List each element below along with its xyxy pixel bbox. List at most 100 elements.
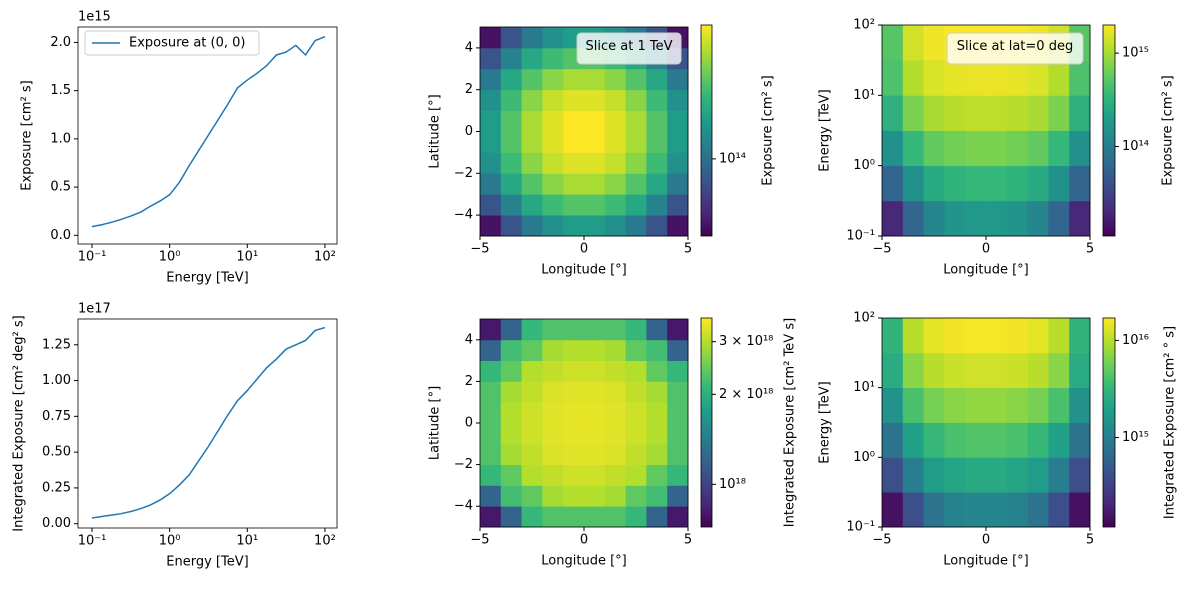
heatmap-cell: [923, 130, 945, 167]
x-tick-label: 5: [684, 242, 692, 257]
y-tick-label: 0.5: [50, 180, 71, 195]
heatmap-cell: [667, 464, 689, 486]
heatmap-cell: [563, 506, 585, 528]
heatmap-cell: [1006, 200, 1028, 237]
series-line: [91, 35, 326, 228]
heatmap-cell: [542, 506, 564, 528]
y-tick-label: 0.25: [42, 480, 71, 495]
heatmap-cell: [625, 402, 647, 424]
heatmap-cell: [521, 173, 543, 195]
heatmap-cell: [923, 422, 945, 458]
colorbar-tick-label: 10¹⁴: [1122, 139, 1149, 154]
heatmap-cell: [584, 215, 606, 237]
heatmap-cell: [500, 381, 522, 403]
heatmap-cell: [584, 339, 606, 361]
heatmap-cell: [1069, 422, 1091, 458]
y-axis-label: Latitude [°]: [428, 94, 443, 168]
heatmap-cell: [1006, 60, 1028, 96]
heatmap-cell: [923, 457, 945, 493]
heatmap-cell: [923, 387, 945, 423]
y-tick-label: 4: [465, 332, 473, 347]
heatmap-cell: [542, 152, 564, 174]
heatmap-cell: [1048, 130, 1070, 167]
heatmap-cell: [542, 47, 564, 70]
x-tick-label: 10⁻¹: [78, 250, 107, 265]
heatmap-cell: [480, 47, 502, 70]
heatmap-cell: [625, 110, 647, 132]
heatmap-cell: [625, 339, 647, 361]
heatmap-cell: [1006, 492, 1028, 528]
heatmap-cell: [480, 402, 502, 424]
heatmap-cell: [500, 152, 522, 174]
heatmap-cell: [986, 457, 1008, 493]
x-tick-label: −5: [872, 533, 891, 548]
heatmap-cell: [965, 457, 987, 493]
x-tick-label: −5: [872, 242, 891, 257]
heatmap-cell: [882, 457, 904, 493]
heatmap-cell: [902, 422, 924, 458]
heatmap-cell: [480, 68, 502, 91]
y-tick-label: 0: [465, 416, 473, 431]
heatmap-cell: [480, 319, 502, 341]
heatmap-cell: [1006, 95, 1028, 131]
heatmap-cell: [944, 387, 966, 423]
axes-frame: [77, 318, 338, 529]
heatmap-cell: [521, 402, 543, 424]
heatmap-cell: [944, 422, 966, 458]
y-tick-label: −2: [454, 166, 473, 181]
x-tick-label: 0: [982, 242, 990, 257]
heatmap-cell: [542, 423, 564, 445]
heatmap-cell: [882, 318, 904, 354]
heatmap-cell: [480, 423, 502, 445]
heatmap-cell: [604, 194, 626, 216]
colorbar: [1102, 317, 1116, 528]
heatmap-cell: [646, 89, 668, 111]
heatmap-cell: [500, 464, 522, 486]
heatmap-cell: [625, 506, 647, 528]
heatmap-cell: [646, 110, 668, 132]
heatmap-cell: [542, 27, 564, 49]
heatmap-cell: [986, 318, 1008, 354]
heatmap-cell: [584, 152, 606, 174]
heatmap-cell: [667, 194, 689, 216]
heatmap-cell: [604, 110, 626, 132]
heatmap-cell: [965, 422, 987, 458]
x-axis-label: Longitude [°]: [541, 554, 626, 569]
heatmap-cell: [1048, 492, 1070, 528]
heatmap-cell: [542, 319, 564, 341]
heatmap-cell: [1069, 130, 1091, 167]
heatmap-cell: [923, 352, 945, 389]
x-tick-label: 10¹: [236, 534, 258, 549]
heatmap-cell: [563, 464, 585, 486]
heatmap-cell: [521, 443, 543, 465]
heatmap-cell: [584, 68, 606, 91]
x-tick-label: 10⁻¹: [78, 534, 107, 549]
heatmap-cell: [902, 492, 924, 528]
heatmap-cell: [882, 352, 904, 389]
heatmap-cell: [965, 95, 987, 131]
heatmap-cell: [542, 194, 564, 216]
y-tick-label: −4: [454, 208, 473, 223]
heatmap-cell: [667, 173, 689, 195]
heatmap-cell: [625, 194, 647, 216]
heatmap-cell: [584, 319, 606, 341]
heatmap-cell: [1027, 318, 1049, 354]
colorbar: [700, 317, 713, 528]
heatmap-cell: [500, 47, 522, 70]
heatmap-cell: [563, 215, 585, 237]
x-axis-label: Longitude [°]: [943, 263, 1028, 278]
heatmap-cell: [480, 173, 502, 195]
heatmap-cell: [500, 215, 522, 237]
heatmap-cell: [923, 95, 945, 131]
y-offset-label: 1e17: [78, 302, 111, 317]
heatmap-cell: [604, 339, 626, 361]
heatmap-cell: [542, 173, 564, 195]
heatmap-cell: [944, 200, 966, 237]
heatmap-cell: [500, 485, 522, 507]
heatmap-cell: [882, 165, 904, 202]
heatmap-cell: [500, 443, 522, 465]
series-line: [91, 326, 326, 519]
heatmap-cell: [604, 152, 626, 174]
heatmap-cell: [965, 165, 987, 202]
heatmap-cell: [944, 318, 966, 354]
